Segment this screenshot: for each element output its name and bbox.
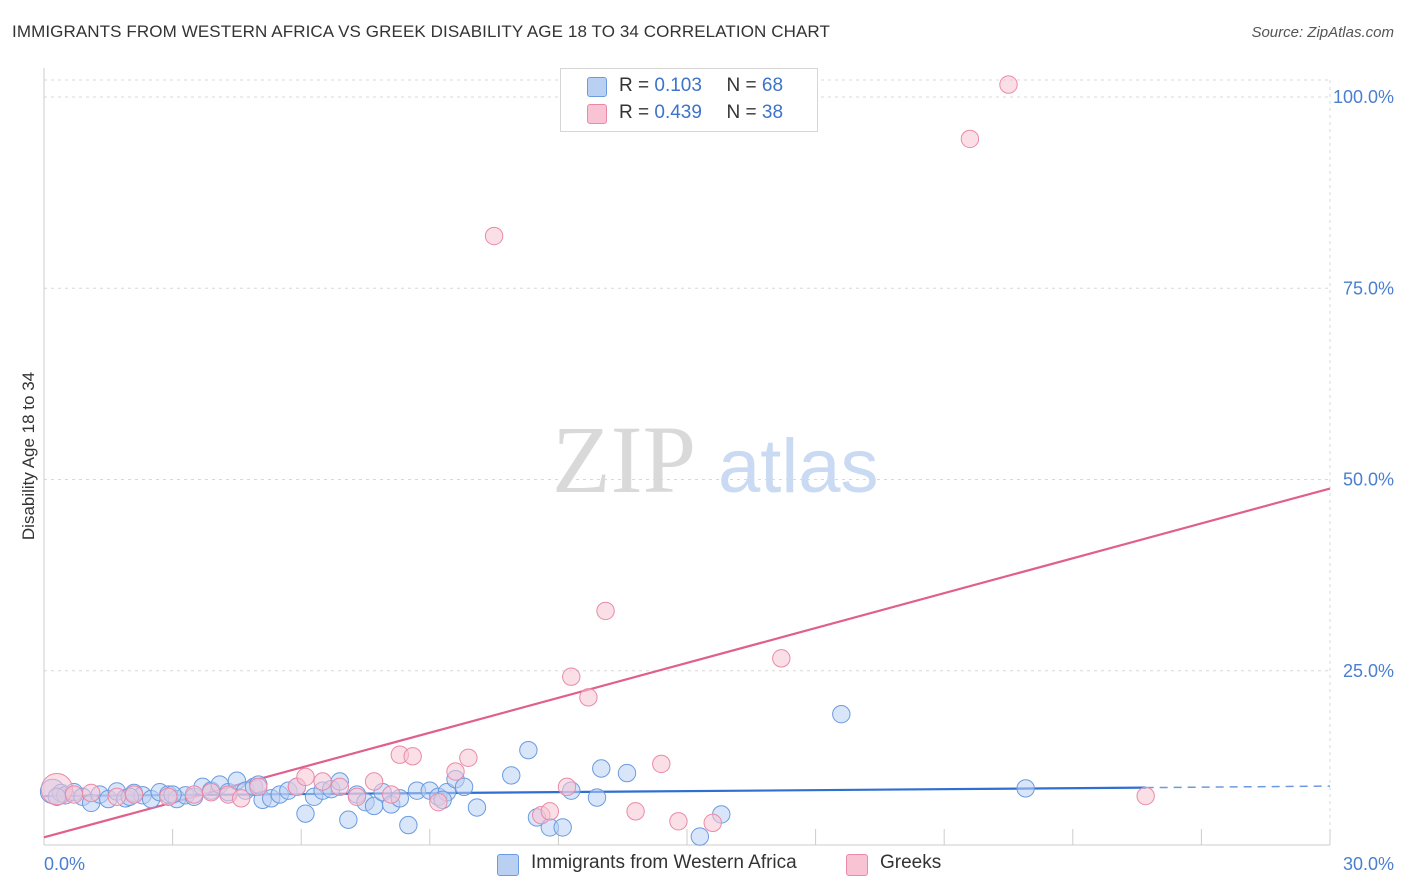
legend-r-label: R = <box>619 102 650 123</box>
point-western-africa <box>1016 779 1035 798</box>
gridlines <box>44 79 1331 845</box>
y-tick-label: 25.0% <box>1343 661 1394 681</box>
point-greeks <box>579 688 598 707</box>
y-axis-label: Disability Age 18 to 34 <box>19 372 38 540</box>
point-greeks <box>159 787 178 807</box>
point-western-africa <box>467 798 487 817</box>
point-greeks <box>1136 786 1155 806</box>
point-greeks <box>347 787 367 807</box>
legend-n-value: 68 <box>761 75 784 96</box>
x-tick-label: 30.0% <box>1343 854 1394 874</box>
point-greeks <box>403 747 422 766</box>
legend: R = 0.103 N = 68 R = 0.439 N = 38 <box>560 68 818 132</box>
point-greeks <box>626 802 645 821</box>
point-greeks <box>652 754 671 774</box>
point-greeks <box>201 783 221 802</box>
point-greeks <box>596 601 615 621</box>
legend-n-label: N = <box>726 75 757 96</box>
point-greeks <box>557 777 577 797</box>
legend-n-value: 38 <box>761 102 784 123</box>
legend-r-label: R = <box>619 75 650 96</box>
y-tick-label: 75.0% <box>1343 278 1394 298</box>
point-greeks <box>231 789 251 808</box>
point-western-africa <box>592 759 611 778</box>
point-greeks <box>562 667 581 686</box>
bottom-legend-label-greeks: Greeks <box>880 852 942 873</box>
y-tick-label: 50.0% <box>1343 470 1394 490</box>
point-western-africa <box>399 815 418 835</box>
data-points <box>39 75 1155 846</box>
tick-labels: 25.0% 50.0% 75.0% 100.0% 0.0% 30.0% <box>44 87 1394 874</box>
watermark-atlas: atlas <box>718 424 879 509</box>
point-greeks <box>81 783 101 803</box>
point-greeks <box>107 787 127 807</box>
point-western-africa <box>617 763 637 783</box>
chart-title: IMMIGRANTS FROM WESTERN AFRICA VS GREEK … <box>12 22 830 41</box>
point-greeks <box>540 802 560 821</box>
point-greeks <box>64 785 84 804</box>
point-western-africa <box>502 766 521 785</box>
point-greeks <box>382 785 401 804</box>
legend-swatch-western-africa <box>587 77 607 97</box>
legend-n-label: N = <box>726 102 757 123</box>
legend-r-value: 0.103 <box>654 75 702 96</box>
point-greeks <box>484 226 504 246</box>
watermark-zip: ZIP <box>552 406 696 513</box>
bottom-legend-swatch-greeks <box>846 854 868 876</box>
point-western-africa <box>832 704 851 724</box>
point-greeks <box>772 649 791 668</box>
point-greeks <box>703 813 722 833</box>
point-greeks <box>999 75 1018 94</box>
point-greeks <box>364 772 384 791</box>
point-greeks <box>296 767 315 787</box>
point-greeks <box>669 812 688 831</box>
point-greeks <box>429 792 448 812</box>
legend-r-value: 0.439 <box>654 102 702 123</box>
point-greeks <box>313 772 332 791</box>
x-tick-label: 0.0% <box>44 854 85 874</box>
bottom-legend-swatch-western-africa <box>497 854 519 876</box>
point-greeks <box>459 748 478 767</box>
source-label: Source: ZipAtlas.com <box>1251 24 1394 41</box>
point-western-africa <box>587 788 607 807</box>
point-greeks <box>330 777 349 797</box>
point-western-africa <box>454 777 474 797</box>
point-greeks <box>960 129 980 149</box>
point-western-africa <box>339 810 358 829</box>
point-western-africa <box>296 804 315 823</box>
y-tick-label: 100.0% <box>1333 87 1394 107</box>
point-western-africa <box>519 740 538 760</box>
bottom-legend-label-western-africa: Immigrants from Western Africa <box>531 852 797 873</box>
point-western-africa <box>553 818 572 837</box>
point-greeks <box>446 762 465 781</box>
point-greeks <box>184 785 204 804</box>
point-western-africa <box>690 827 710 846</box>
point-greeks <box>124 785 144 804</box>
point-greeks <box>249 777 268 797</box>
legend-swatch-greeks <box>587 104 607 124</box>
trend-line-extension-western-africa <box>1145 785 1331 789</box>
axes <box>43 68 1331 846</box>
